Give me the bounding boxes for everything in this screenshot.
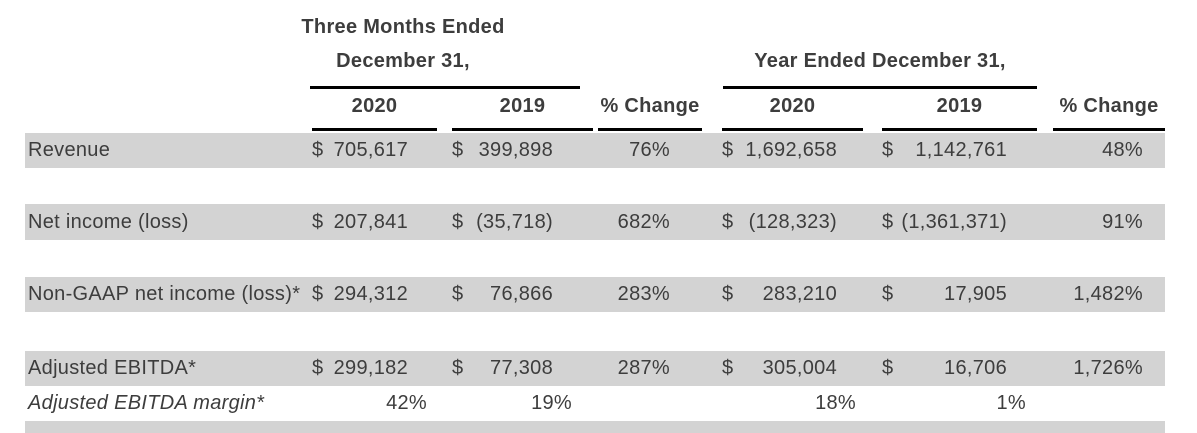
cell-year-2020: $ (128,323) — [722, 211, 863, 234]
dollar-sign: $ — [722, 210, 734, 233]
column-header-year-2019: 2019 — [936, 95, 983, 117]
value-tm-2020: 207,841 — [333, 210, 408, 233]
cell-tm-2020: $ 705,617 — [312, 139, 437, 162]
cell-tm-2019: $ 77,308 — [452, 357, 593, 380]
column-header-tm-pct-change: % Change — [600, 95, 700, 117]
dollar-sign: $ — [882, 283, 894, 305]
value-tm-2019: 19% — [531, 392, 572, 414]
rule-col-tm-2019 — [452, 128, 593, 131]
rule-col-year-2020 — [722, 128, 863, 131]
column-header-tm-2019: 2019 — [499, 95, 546, 117]
table-row-revenue: Revenue $ 705,617 $ 399,898 76% $ 1,692,… — [25, 133, 1165, 168]
cell-tm-pct-change: 283% — [617, 283, 670, 305]
dollar-sign: $ — [452, 283, 464, 305]
cell-tm-2020: $ 207,841 — [312, 211, 437, 234]
table-row-adjusted-ebitda: Adjusted EBITDA* $ 299,182 $ 77,308 287%… — [25, 351, 1165, 386]
cell-tm-pct-change: 287% — [617, 357, 670, 379]
cell-year-2019: 1% — [882, 392, 1037, 415]
dollar-sign: $ — [882, 210, 894, 233]
cell-year-pct-change: 48% — [1102, 139, 1143, 161]
cell-year-2019: $ 16,706 — [882, 357, 1037, 380]
period-header-three-months: Three Months Ended December 31, — [293, 10, 513, 78]
cell-tm-pct-change: 682% — [617, 210, 670, 233]
table-row-adjusted-ebitda-margin: Adjusted EBITDA margin* 42% 19% 18% 1% — [25, 386, 1165, 421]
value-tm-2019: 76,866 — [490, 283, 553, 305]
cell-year-2020: $ 1,692,658 — [722, 139, 863, 162]
period-header-year-ended: Year Ended December 31, — [723, 44, 1037, 78]
value-tm-2019: (35,718) — [476, 210, 553, 233]
dollar-sign: $ — [882, 357, 894, 379]
cell-year-pct-change: 1,726% — [1073, 357, 1143, 379]
dollar-sign: $ — [452, 357, 464, 379]
value-year-2020: 18% — [815, 392, 856, 414]
cell-year-2019: $ 17,905 — [882, 283, 1037, 306]
cell-year-2020: $ 283,210 — [722, 283, 863, 306]
row-label: Adjusted EBITDA margin* — [28, 392, 265, 414]
period-header-three-months-line1: Three Months Ended — [301, 16, 505, 38]
value-tm-2019: 399,898 — [478, 139, 553, 161]
cell-year-2020: 18% — [722, 392, 863, 415]
row-label: Non-GAAP net income (loss)* — [28, 283, 301, 305]
dollar-sign: $ — [722, 283, 734, 305]
cell-year-2019: $ 1,142,761 — [882, 139, 1037, 162]
row-label: Adjusted EBITDA* — [28, 357, 197, 379]
column-header-year-pct-change: % Change — [1059, 95, 1159, 117]
table-row-non-gaap-net-income: Non-GAAP net income (loss)* $ 294,312 $ … — [25, 277, 1165, 312]
value-year-2019: 1% — [996, 392, 1026, 414]
cell-year-2019: $ (1,361,371) — [882, 211, 1037, 234]
period-header-year-ended-text: Year Ended December 31, — [754, 50, 1006, 72]
dollar-sign: $ — [722, 139, 734, 161]
rule-col-year-2019 — [882, 128, 1037, 131]
rule-col-tm-2020 — [312, 128, 437, 131]
dollar-sign: $ — [312, 139, 324, 161]
value-year-2019: 16,706 — [944, 357, 1007, 379]
dollar-sign: $ — [452, 210, 464, 233]
cell-tm-2020: 42% — [312, 392, 437, 415]
value-year-2019: 1,142,761 — [915, 139, 1007, 161]
cell-year-pct-change: 1,482% — [1073, 283, 1143, 305]
cell-tm-2019: $ 399,898 — [452, 139, 593, 162]
value-year-2019: (1,361,371) — [901, 210, 1007, 233]
value-year-2020: (128,323) — [748, 210, 837, 233]
rule-col-year-pct-change — [1053, 128, 1165, 131]
dollar-sign: $ — [722, 357, 734, 379]
rule-three-months-group — [310, 86, 580, 89]
column-header-year-2020: 2020 — [769, 95, 816, 117]
dollar-sign: $ — [312, 357, 324, 379]
value-tm-2020: 42% — [386, 392, 427, 414]
value-year-2020: 305,004 — [762, 357, 837, 379]
value-tm-2019: 77,308 — [490, 357, 553, 379]
cell-tm-2019: $ (35,718) — [452, 211, 593, 234]
rule-col-tm-pct-change — [598, 128, 702, 131]
cell-tm-2019: 19% — [452, 392, 593, 415]
cell-year-2020: $ 305,004 — [722, 357, 863, 380]
dollar-sign: $ — [312, 283, 324, 305]
table-row-net-income: Net income (loss) $ 207,841 $ (35,718) 6… — [25, 204, 1165, 240]
value-tm-2020: 705,617 — [333, 139, 408, 161]
row-label: Revenue — [28, 139, 111, 161]
rule-year-group — [723, 86, 1037, 89]
cell-tm-2020: $ 294,312 — [312, 283, 437, 306]
value-year-2020: 283,210 — [762, 283, 837, 305]
value-tm-2020: 299,182 — [333, 357, 408, 379]
period-header-three-months-line2: December 31, — [336, 50, 470, 72]
dollar-sign: $ — [312, 210, 324, 233]
cell-tm-2019: $ 76,866 — [452, 283, 593, 306]
value-year-2019: 17,905 — [944, 283, 1007, 305]
dollar-sign: $ — [452, 139, 464, 161]
value-tm-2020: 294,312 — [333, 283, 408, 305]
cell-year-pct-change: 91% — [1102, 210, 1143, 233]
dollar-sign: $ — [882, 139, 894, 161]
row-label: Net income (loss) — [28, 210, 189, 233]
column-header-tm-2020: 2020 — [351, 95, 398, 117]
cell-tm-2020: $ 299,182 — [312, 357, 437, 380]
cell-tm-pct-change: 76% — [629, 139, 670, 161]
partial-next-row-band — [25, 421, 1165, 433]
value-year-2020: 1,692,658 — [745, 139, 837, 161]
